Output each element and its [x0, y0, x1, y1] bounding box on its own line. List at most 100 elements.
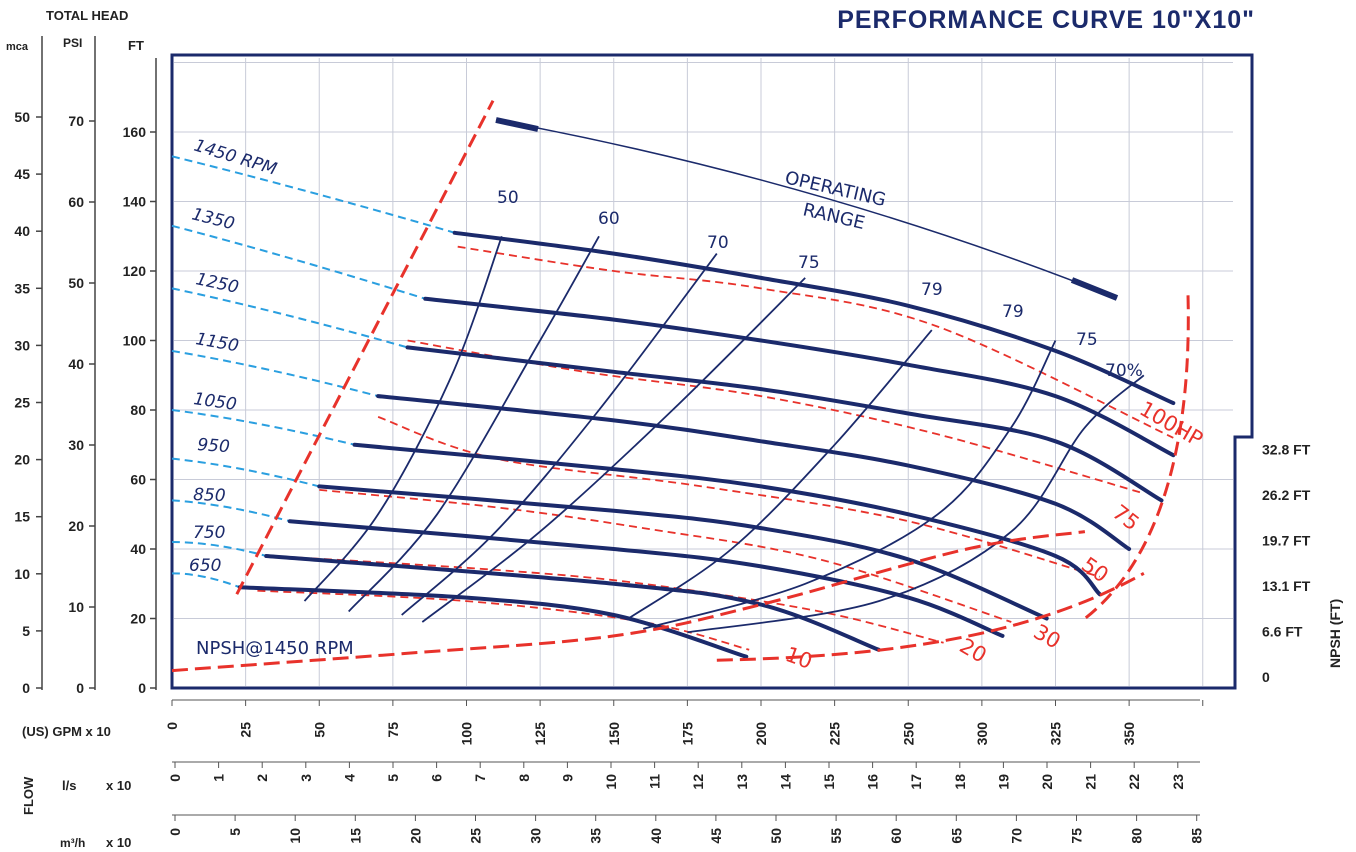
operating-label: OPERATING	[783, 167, 888, 211]
ls-tick-label: 20	[1039, 774, 1055, 790]
ls-axis-label: l/s	[62, 778, 76, 793]
m3h-tick-label: 25	[468, 828, 484, 844]
gpm-tick-label: 150	[606, 722, 622, 746]
rpm-label: 1350	[190, 204, 237, 234]
m3h-tick-label: 60	[888, 828, 904, 844]
head-curve	[352, 442, 1102, 597]
npsh-tick-label: 26.2 FT	[1262, 487, 1311, 503]
mca-scale: 0 5 10 15 20 25 30 35 40 45 50	[14, 109, 42, 696]
left-boundary-line	[235, 100, 495, 595]
psi-tick-label: 60	[68, 194, 84, 210]
ft-tick-label: 40	[130, 541, 146, 557]
ls-tick-label: 1	[211, 774, 227, 782]
operating-range-arc	[495, 119, 1118, 299]
psi-scale: 0 10 20 30 40 50 60 70	[68, 113, 95, 696]
ft-tick-label: 0	[138, 680, 146, 696]
ls-tick-label: 21	[1083, 774, 1099, 790]
gpm-tick-label: 350	[1121, 722, 1137, 746]
rpm-label: 850	[193, 485, 226, 506]
mca-tick-label: 35	[14, 280, 30, 296]
head-curve	[317, 484, 1049, 621]
total-head-label: TOTAL HEAD	[46, 8, 128, 23]
rpm-label: 950	[197, 435, 231, 457]
ls-tick-label: 17	[908, 774, 924, 790]
power-line	[319, 489, 1012, 623]
m3h-tick-label: 45	[708, 828, 724, 844]
head-extension-line	[171, 224, 426, 300]
efficiency-label: 50	[497, 188, 519, 208]
npsh-tick-label: 6.6 FT	[1262, 624, 1303, 640]
ls-tick-label: 11	[647, 774, 663, 789]
m3h-tick-label: 70	[1008, 828, 1024, 844]
efficiency-label: 79	[921, 280, 943, 300]
psi-tick-label: 40	[68, 356, 84, 372]
ls-tick-label: 15	[821, 774, 837, 790]
head-extension-line	[171, 499, 291, 523]
m3h-axis-label: m³/h	[60, 836, 85, 850]
m3h-tick-label: 85	[1189, 828, 1205, 844]
head-curve	[423, 296, 1176, 458]
plot-frame	[170, 53, 1254, 690]
m3h-tick-label: 10	[287, 828, 303, 844]
m3h-tick-label: 80	[1129, 828, 1145, 844]
m3h-tick-label: 55	[828, 828, 844, 844]
npsh-tick-label: 0	[1262, 669, 1270, 685]
head-extension-line	[171, 287, 408, 349]
operating-range-end-left	[495, 117, 539, 132]
power-line	[377, 416, 1100, 578]
gpm-tick-label: 125	[532, 722, 548, 746]
operating-range-end-right	[1070, 277, 1119, 301]
head-curve	[264, 554, 881, 652]
ft-tick-label: 60	[130, 472, 146, 488]
ft-tick-label: 160	[123, 124, 147, 140]
power-line	[272, 555, 944, 644]
mca-label: mca	[6, 41, 29, 53]
ft-scale: 0 20 40 60 80 100 120 140 160	[123, 124, 156, 696]
efficiency-curve	[421, 277, 806, 623]
psi-tick-label: 30	[68, 437, 84, 453]
operating-range-arc	[495, 117, 1119, 301]
npsh-scale: 0 6.6 FT 13.1 FT 19.7 FT 26.2 FT 32.8 FT	[1262, 442, 1311, 686]
mca-tick-label: 20	[14, 452, 30, 468]
head-extension-line	[171, 349, 379, 398]
rpm-label: 1250	[194, 269, 240, 298]
efficiency-70-label: 70%	[1105, 361, 1143, 381]
gpm-tick-label: 200	[753, 722, 769, 746]
rpm-label: 1050	[192, 389, 238, 415]
efficiency-curve	[627, 329, 933, 620]
psi-tick-label: 70	[68, 113, 84, 129]
ls-tick-label: 9	[559, 774, 575, 782]
m3h-tick-label: 20	[407, 828, 423, 844]
gpm-tick-label: 325	[1048, 722, 1064, 746]
efficiency-label: 60	[598, 209, 620, 229]
ls-tick-label: 19	[995, 774, 1011, 790]
mca-tick-label: 45	[14, 166, 30, 182]
lower-envelope-curve	[716, 572, 1145, 662]
rpm-label: 650	[189, 556, 221, 576]
mca-tick-label: 5	[22, 623, 30, 639]
head-curves	[237, 230, 1176, 659]
rpm-label: 750	[193, 523, 225, 543]
head-extension-line	[171, 155, 455, 234]
m3h-tick-label: 50	[768, 828, 784, 844]
gpm-tick-label: 0	[164, 722, 180, 730]
ls-tick-label: 13	[734, 774, 750, 790]
power-label: 75	[1108, 500, 1144, 535]
m3h-tick-label: 15	[347, 828, 363, 844]
efficiency-curve	[348, 235, 600, 613]
gpm-tick-label: 225	[827, 722, 843, 746]
m3h-tick-label: 30	[528, 828, 544, 844]
psi-tick-label: 0	[76, 680, 84, 696]
npsh-tick-label: 32.8 FT	[1262, 442, 1311, 458]
m3h-tick-label: 40	[648, 828, 664, 844]
mca-tick-label: 50	[14, 109, 30, 125]
head-extension-line	[171, 409, 355, 446]
power-line	[257, 589, 750, 651]
mca-tick-label: 15	[14, 509, 30, 525]
ft-tick-label: 120	[123, 263, 147, 279]
gpm-tick-label: 100	[459, 722, 475, 746]
ls-tick-label: 22	[1126, 774, 1142, 790]
ls-tick-label: 23	[1170, 774, 1186, 790]
